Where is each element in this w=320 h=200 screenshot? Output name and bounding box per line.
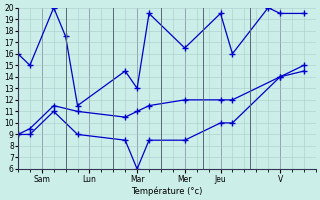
X-axis label: Température (°c): Température (°c) [131,186,203,196]
